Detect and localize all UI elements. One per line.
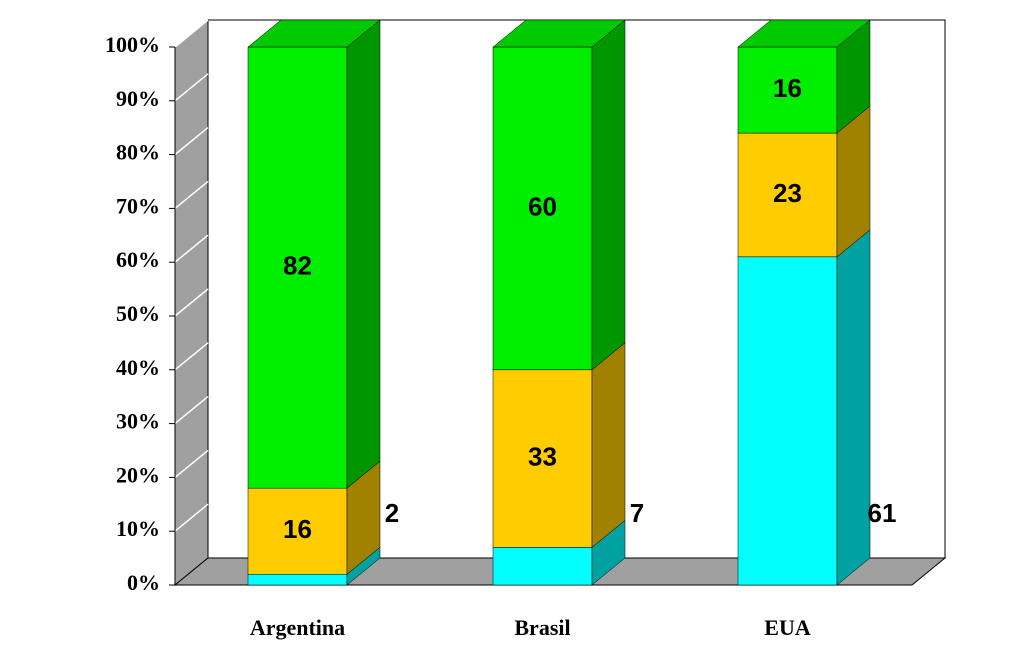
bar-side	[836, 229, 871, 586]
bar-top	[492, 19, 626, 48]
bar-top	[737, 19, 871, 48]
bar-segment	[737, 256, 838, 586]
data-label: 60	[528, 191, 557, 221]
back-wall	[208, 19, 946, 558]
x-tick-label: Argentina	[250, 615, 345, 640]
bar-side	[591, 342, 626, 548]
bar-side	[591, 19, 626, 371]
grid-line	[174, 234, 209, 263]
bar-segment	[492, 547, 593, 586]
y-tick-label: 70%	[116, 193, 160, 218]
bar-segment	[247, 46, 348, 489]
data-label: 2	[385, 498, 399, 528]
data-label: 16	[283, 514, 312, 544]
y-tick-label: 80%	[116, 140, 160, 165]
y-tick-label: 10%	[116, 516, 160, 541]
data-label: 23	[773, 178, 802, 208]
bar-side	[346, 19, 381, 489]
bar-segment	[492, 46, 593, 371]
grid-line	[174, 288, 209, 317]
grid-line	[174, 127, 209, 156]
data-label: 16	[773, 73, 802, 103]
grid-line	[174, 449, 209, 478]
bar-top	[247, 19, 381, 48]
grid-line	[174, 73, 209, 102]
y-tick-label: 20%	[116, 462, 160, 487]
data-label: 33	[528, 441, 557, 471]
x-tick-label: EUA	[764, 615, 811, 640]
bar-segment	[492, 369, 593, 548]
y-tick-label: 100%	[105, 32, 160, 57]
y-tick-label: 40%	[116, 355, 160, 380]
y-tick-label: 60%	[116, 247, 160, 272]
grid-line	[174, 342, 209, 371]
y-tick-label: 0%	[127, 570, 160, 595]
bar-segment	[737, 132, 838, 258]
data-label: 7	[630, 498, 644, 528]
data-label: 82	[283, 250, 312, 280]
grid-line	[174, 503, 209, 532]
grid-line	[174, 19, 209, 48]
bar-segment	[247, 573, 348, 586]
grid-line	[174, 396, 209, 425]
data-label: 61	[868, 498, 897, 528]
y-tick-label: 90%	[116, 86, 160, 111]
x-tick-label: Brasil	[514, 615, 570, 640]
y-tick-label: 30%	[116, 409, 160, 434]
bar-segment	[247, 487, 348, 575]
y-tick-label: 50%	[116, 301, 160, 326]
grid-line	[174, 180, 209, 209]
